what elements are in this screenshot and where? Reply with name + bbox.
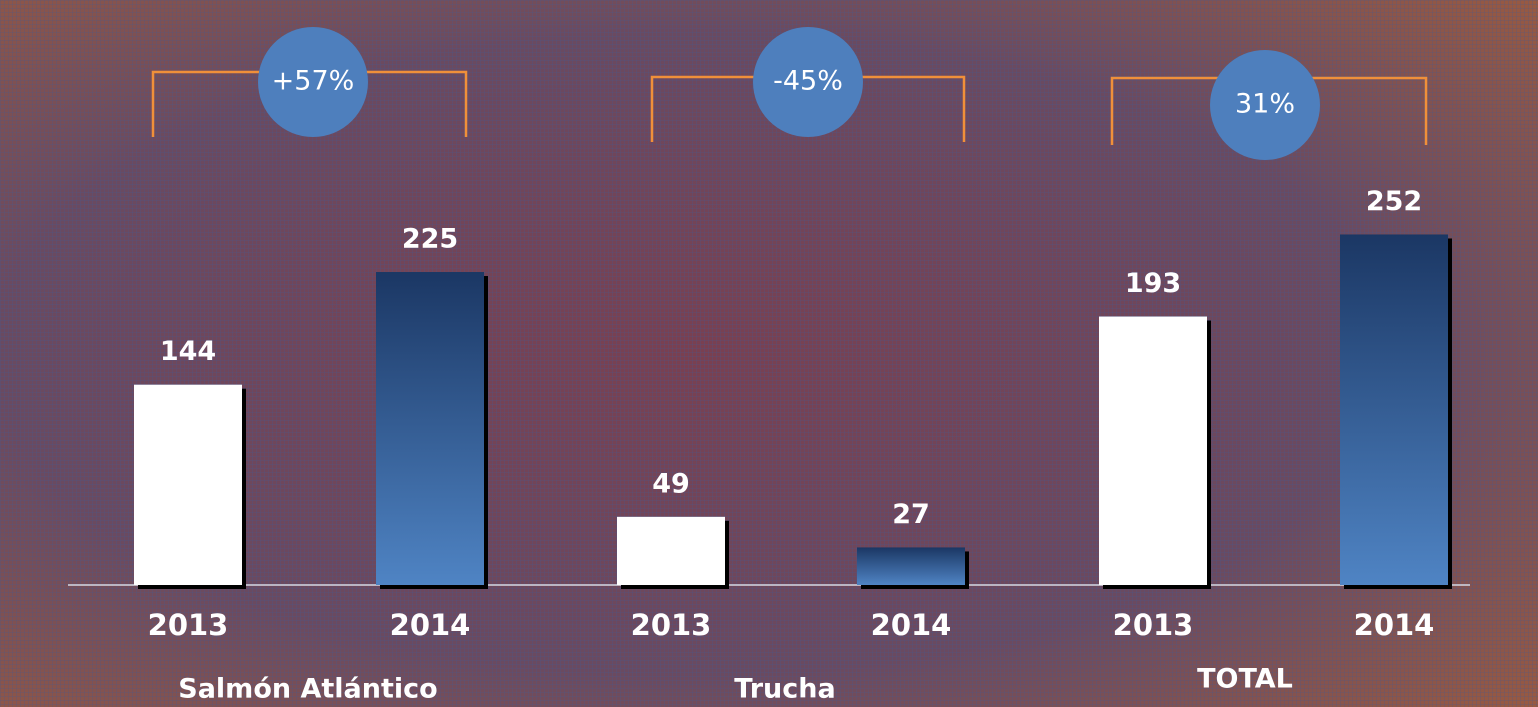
group-label: Salmón Atlántico: [178, 674, 437, 705]
x-tick-label: 2013: [1113, 608, 1194, 642]
value-label: 252: [1366, 186, 1422, 217]
bar: [857, 547, 965, 585]
x-tick-label: 2014: [871, 608, 952, 642]
value-label: 193: [1125, 268, 1181, 299]
bar: [617, 517, 725, 585]
group-label: Trucha: [734, 674, 835, 705]
change-label: -45%: [773, 66, 843, 97]
group-label: TOTAL: [1197, 664, 1293, 695]
bar: [1340, 234, 1448, 585]
value-label: 144: [160, 336, 216, 367]
page: 144 2013 225 2014 49 2013 27 2014 193 2013 252 2014…: [0, 0, 1538, 707]
value-label: 225: [402, 224, 458, 255]
bar: [134, 385, 242, 585]
x-tick-label: 2013: [631, 608, 712, 642]
x-tick-label: 2014: [390, 608, 471, 642]
x-tick-label: 2013: [148, 608, 229, 642]
change-label: +57%: [272, 66, 355, 97]
value-label: 27: [892, 499, 930, 530]
value-label: 49: [652, 468, 690, 499]
change-label: 31%: [1235, 89, 1295, 120]
x-tick-label: 2014: [1354, 608, 1435, 642]
chart: 144 2013 225 2014 49 2013 27 2014 193 2013 252 2014…: [0, 0, 1538, 707]
bar: [1099, 317, 1207, 585]
bar: [376, 272, 484, 585]
